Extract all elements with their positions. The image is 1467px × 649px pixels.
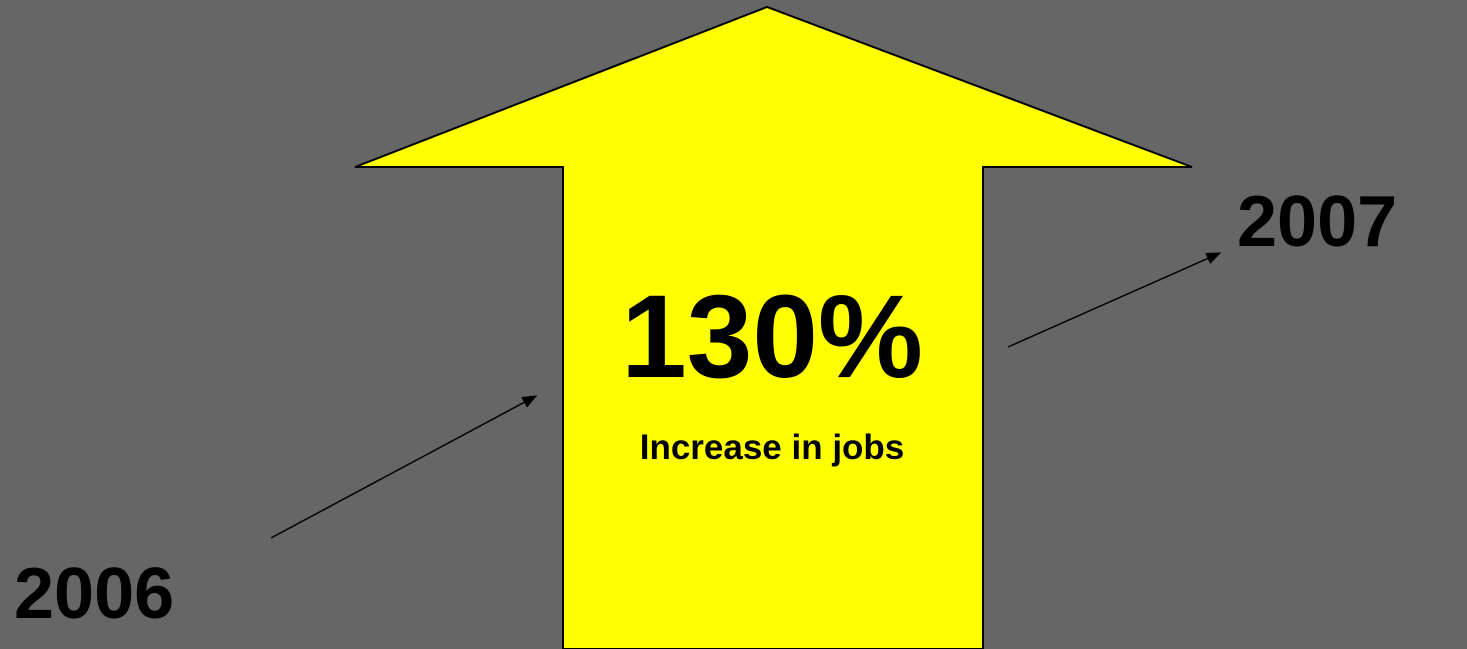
start-year-label: 2006 xyxy=(14,554,175,634)
growth-pointer-left xyxy=(270,395,538,539)
increase-caption: Increase in jobs xyxy=(639,428,905,467)
increase-percentage: 130% xyxy=(621,271,923,403)
end-year-label: 2007 xyxy=(1237,182,1398,262)
up-arrow-shape xyxy=(354,5,1193,649)
growth-pointer-right xyxy=(1007,252,1222,348)
